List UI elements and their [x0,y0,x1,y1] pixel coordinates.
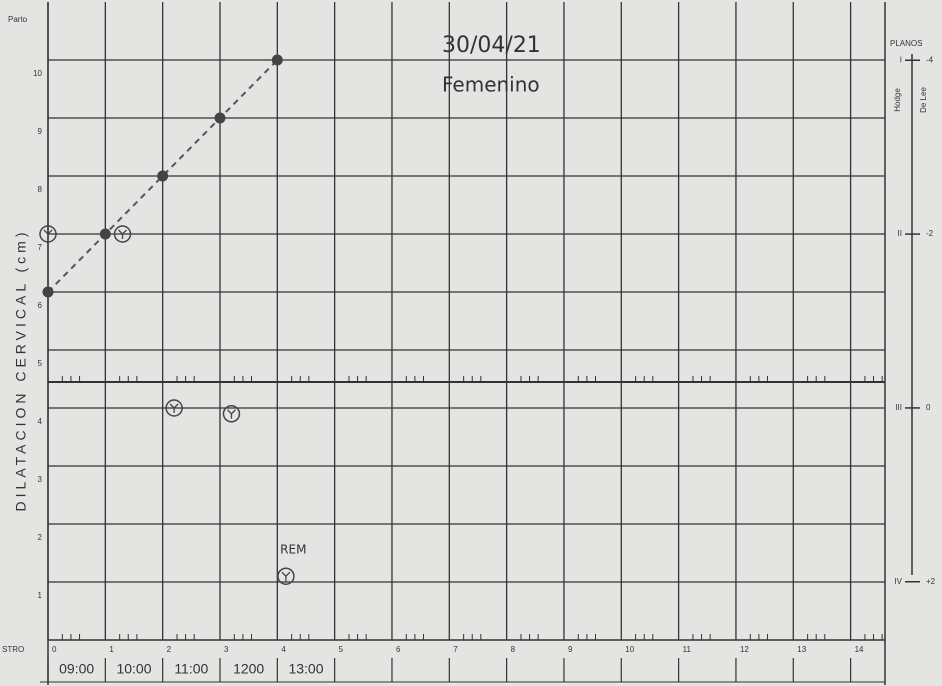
descent-glyph [281,571,291,582]
time-label: 1200 [233,661,264,677]
y2-tick-name: I [900,55,902,64]
y-tick-label: 2 [38,533,43,542]
descent-mark [165,399,183,417]
x-tick-label: 6 [396,645,401,654]
y-tick-label: 6 [38,301,43,310]
y-tick-label: 5 [38,359,43,368]
descent-circle [39,225,57,243]
y-tick-label: 1 [38,591,43,600]
top-label: Parto [8,15,28,24]
y2-tick-label: -2 [926,229,934,238]
descent-mark [113,225,132,243]
time-label: 13:00 [288,661,323,677]
x-tick-label: 13 [797,645,806,654]
descent-mark [222,405,241,423]
time-label: 11:00 [174,661,208,677]
y2-tick-label: -4 [926,55,934,64]
descent-glyph [43,229,53,239]
x-tick-label: 7 [453,645,458,654]
dilation-point [214,112,226,124]
y-tick-label: 4 [38,417,43,426]
descent-circle [165,399,183,417]
x-tick-label: 10 [625,645,634,654]
annotation: 30/04/21 [442,33,541,58]
registro-label: STRO [2,645,24,654]
y-tick-label: 8 [38,185,43,194]
dilation-point [99,228,111,240]
x-tick-label: 9 [568,645,573,654]
x-tick-label: 2 [167,645,172,654]
y2-title: PLANOS [890,39,922,48]
time-label: 10:00 [116,661,151,677]
y2-tick-label: 0 [926,403,931,412]
x-tick-label: 1 [109,645,114,654]
y-tick-label: 3 [38,475,43,484]
x-tick-label: 0 [52,645,57,654]
descent-circle [277,567,295,585]
descent-glyph [118,229,127,239]
x-tick-label: 4 [281,645,286,654]
descent-glyph [226,409,236,419]
annotation: REM [280,543,306,557]
y-axis-label: DILATACION CERVICAL (cm) [13,229,29,512]
descent-mark [39,225,57,243]
y2-tick-name: III [895,403,902,412]
y-tick-label: 9 [38,127,43,136]
x-tick-label: 11 [683,645,692,654]
dilation-point [271,54,283,66]
x-tick-label: 5 [339,645,344,654]
time-label: 09:00 [59,661,94,677]
y2-sublabel: Hodge [893,88,902,112]
descent-circle [113,225,132,243]
y2-tick-name: II [898,229,902,238]
x-tick-label: 8 [511,645,516,654]
y-tick-label: 10 [33,69,42,78]
y2-tick-label: +2 [926,577,936,586]
y2-sublabel: De Lee [919,87,928,113]
x-tick-label: 3 [224,645,229,654]
x-tick-label: 14 [855,645,864,654]
y-tick-label: 7 [38,243,43,252]
descent-circle [222,405,241,423]
dilation-point [157,170,169,182]
descent-mark [277,567,295,585]
y2-tick-name: IV [894,577,902,586]
annotation: Femenino [442,73,540,97]
dilation-point [42,286,54,298]
x-tick-label: 12 [740,645,749,654]
descent-glyph [169,403,179,413]
